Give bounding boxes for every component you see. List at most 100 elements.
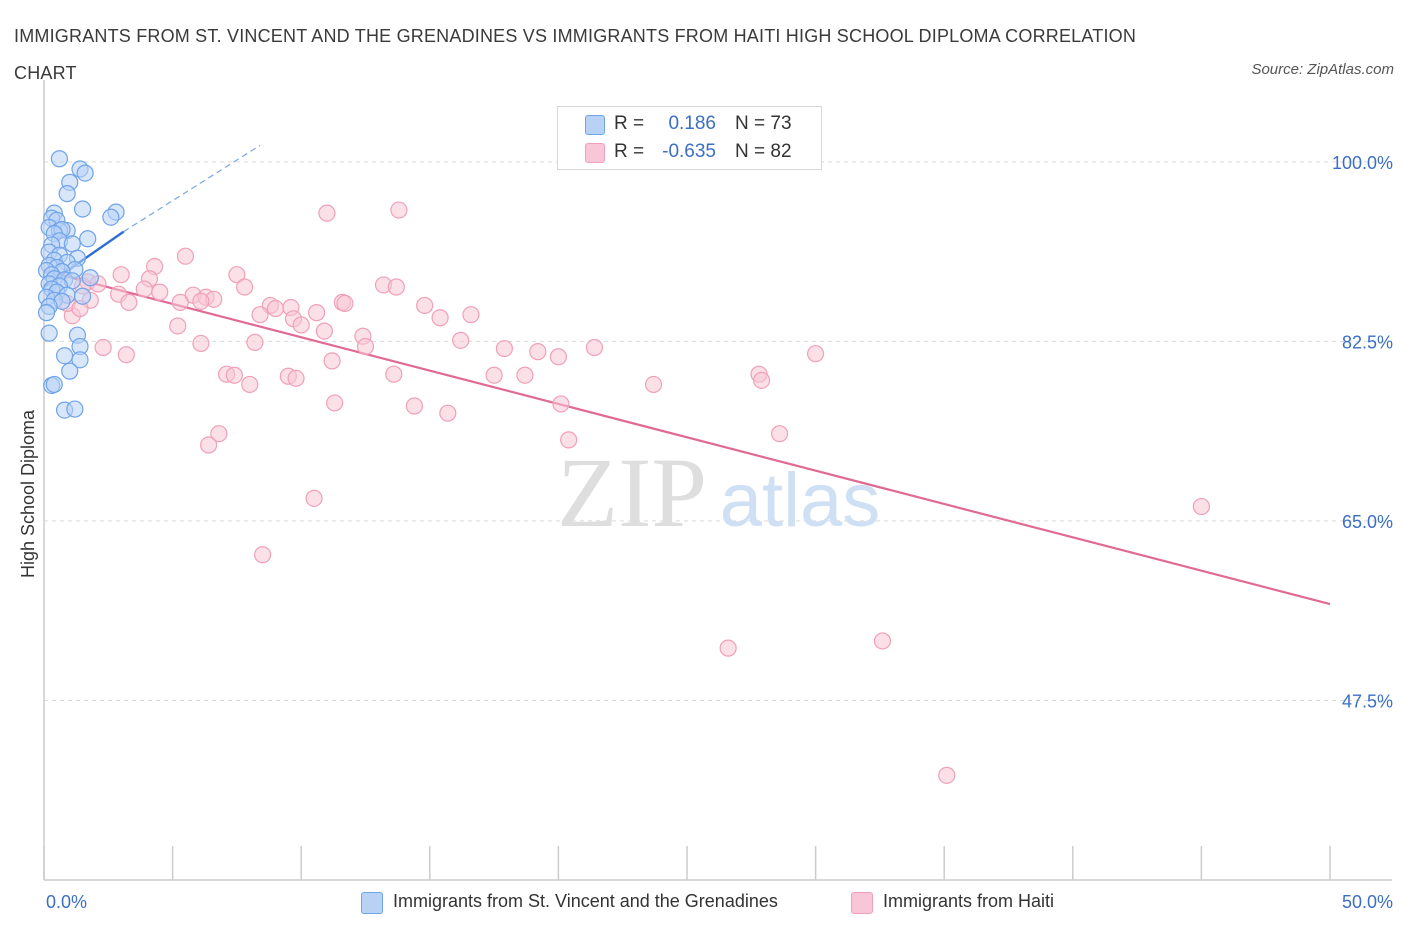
st-vincent-point bbox=[71, 351, 89, 369]
haiti-point bbox=[210, 425, 228, 443]
legend-row-st-vincent: R = 0.186 N = 73 bbox=[558, 111, 821, 139]
haiti-swatch bbox=[851, 892, 873, 914]
series-legend: Immigrants from St. Vincent and the Gren… bbox=[0, 889, 1406, 915]
haiti-point bbox=[318, 204, 336, 222]
haiti-point bbox=[387, 278, 405, 296]
y-tick-label: 65.0% bbox=[1342, 512, 1393, 532]
haiti-point bbox=[246, 333, 264, 351]
haiti-point bbox=[431, 309, 449, 327]
haiti-point bbox=[192, 334, 210, 353]
haiti-point bbox=[254, 546, 272, 564]
chart-title: IMMIGRANTS FROM ST. VINCENT AND THE GREN… bbox=[14, 26, 1137, 83]
haiti-point bbox=[405, 397, 423, 415]
haiti-point bbox=[356, 337, 375, 356]
haiti-point bbox=[225, 366, 243, 384]
haiti-point bbox=[305, 489, 323, 507]
r-label: R = bbox=[614, 141, 645, 162]
haiti-point bbox=[241, 375, 259, 394]
st-vincent-point bbox=[73, 200, 92, 218]
haiti-point bbox=[236, 278, 254, 296]
axis-labels: 100.0% 82.5% 65.0% 47.5% 0.0% 50.0% High Schoo… bbox=[18, 153, 1393, 912]
st-vincent-point bbox=[79, 230, 97, 248]
haiti-point bbox=[192, 292, 210, 310]
haiti-point bbox=[390, 201, 408, 219]
haiti-point bbox=[552, 395, 570, 413]
y-tick-label: 82.5% bbox=[1342, 332, 1393, 352]
x-tick-label-max: 50.0% bbox=[1342, 892, 1393, 912]
st-vincent-point bbox=[55, 347, 74, 365]
haiti-point bbox=[452, 331, 470, 349]
haiti-point bbox=[112, 266, 130, 284]
haiti-point bbox=[806, 345, 825, 363]
haiti-point bbox=[120, 293, 138, 311]
st-vincent-point bbox=[58, 185, 76, 203]
haiti-point bbox=[752, 371, 771, 389]
r-label: R = bbox=[614, 113, 645, 134]
haiti-point bbox=[266, 299, 285, 318]
st-vincent-trend-extension bbox=[123, 144, 261, 233]
source-note: Source: ZipAtlas.com bbox=[1251, 61, 1394, 78]
st-vincent-point bbox=[102, 208, 120, 226]
legend-row-haiti: R = -0.635 N = 82 bbox=[558, 139, 821, 167]
n-label: N = 82 bbox=[735, 141, 792, 162]
st-vincent-point bbox=[40, 324, 58, 342]
haiti-point bbox=[117, 346, 135, 364]
haiti-point bbox=[644, 375, 663, 394]
haiti-point bbox=[151, 283, 169, 301]
haiti-point bbox=[315, 322, 333, 340]
haiti-point bbox=[560, 431, 578, 449]
st-vincent-point bbox=[45, 375, 63, 394]
st-vincent-point bbox=[50, 150, 69, 168]
st-vincent-point bbox=[61, 362, 79, 380]
st-vincent-point bbox=[63, 235, 81, 253]
haiti-point bbox=[873, 632, 892, 650]
haiti-point bbox=[529, 343, 547, 361]
r-value: 0.186 bbox=[668, 113, 716, 134]
st-vincent-point bbox=[37, 304, 56, 322]
st-vincent-point bbox=[66, 400, 84, 418]
haiti-point bbox=[462, 306, 480, 324]
haiti-point bbox=[323, 352, 341, 370]
haiti-point bbox=[308, 304, 326, 322]
legend-label: Immigrants from St. Vincent and the Gren… bbox=[393, 891, 778, 911]
haiti-point bbox=[485, 366, 503, 384]
y-tick-label: 47.5% bbox=[1342, 691, 1393, 711]
r-value: -0.635 bbox=[662, 141, 716, 162]
haiti-point bbox=[516, 366, 534, 384]
st-vincent-point bbox=[76, 164, 94, 182]
haiti-point bbox=[287, 369, 305, 387]
haiti-point bbox=[336, 294, 354, 313]
y-tick-label: 100.0% bbox=[1332, 153, 1393, 173]
legend-label: Immigrants from Haiti bbox=[883, 891, 1055, 911]
haiti-point bbox=[326, 394, 344, 412]
haiti-point bbox=[416, 296, 434, 315]
watermark-zip: ZIP bbox=[557, 437, 707, 548]
watermark: ZIP atlas bbox=[557, 437, 880, 548]
haiti-point bbox=[439, 404, 457, 422]
haiti-point bbox=[169, 317, 187, 335]
haiti-point bbox=[719, 639, 737, 657]
n-label: N = 73 bbox=[735, 113, 792, 134]
axes bbox=[43, 80, 1392, 881]
st-vincent-swatch bbox=[585, 115, 605, 135]
haiti-point bbox=[171, 293, 189, 311]
st-vincent-swatch bbox=[361, 892, 383, 914]
haiti-point bbox=[938, 766, 956, 784]
st-vincent-point bbox=[73, 287, 92, 305]
haiti-point bbox=[176, 247, 195, 265]
data-points bbox=[37, 150, 1211, 784]
haiti-point bbox=[292, 316, 310, 334]
haiti-point bbox=[385, 365, 403, 383]
gridlines bbox=[44, 161, 1392, 701]
haiti-point bbox=[228, 266, 246, 284]
haiti-swatch bbox=[585, 143, 605, 163]
watermark-atlas: atlas bbox=[720, 458, 881, 543]
st-vincent-point bbox=[81, 269, 99, 287]
haiti-point bbox=[495, 339, 513, 358]
haiti-point bbox=[585, 338, 604, 357]
haiti-point bbox=[549, 348, 568, 366]
haiti-point bbox=[94, 338, 112, 357]
haiti-trend-line bbox=[43, 269, 1331, 606]
y-axis-label: High School Diploma bbox=[18, 409, 38, 578]
